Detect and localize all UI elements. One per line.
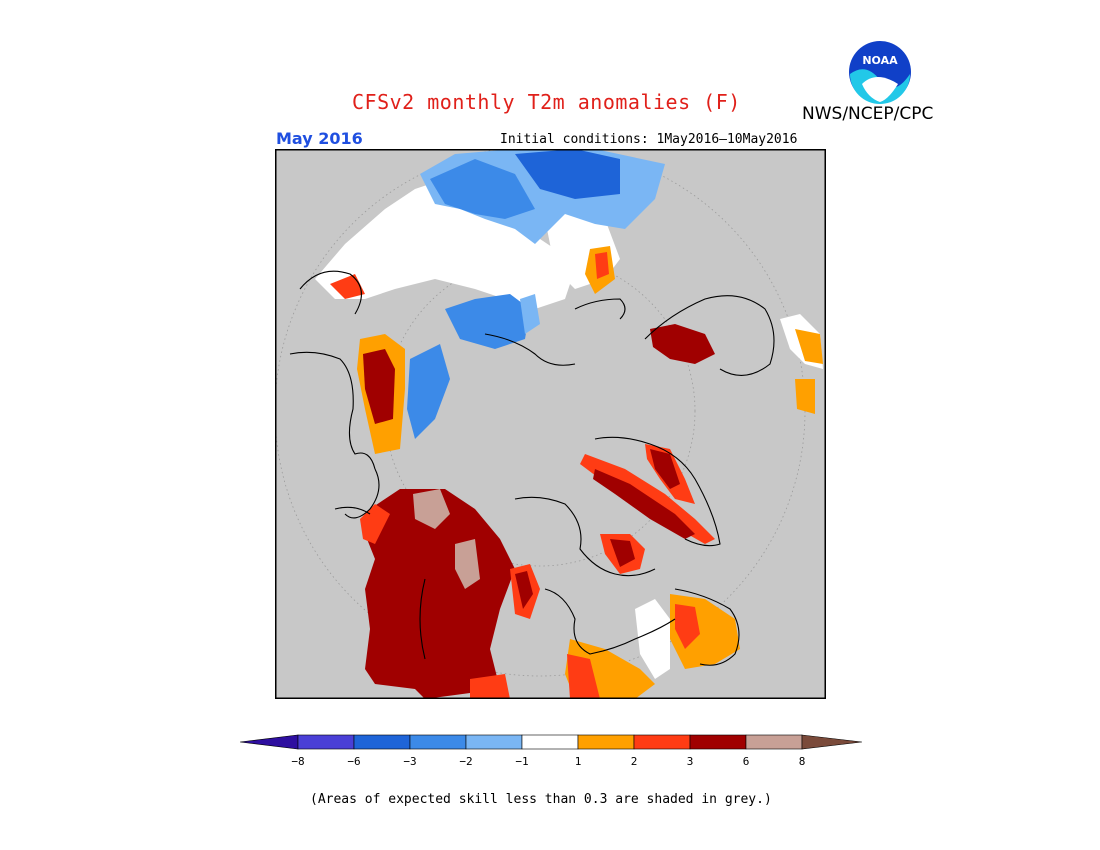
anomaly-region-dark-red xyxy=(363,349,395,424)
colorbar-tick-label: −3 xyxy=(403,755,416,768)
anomaly-region-dark-blue xyxy=(515,149,620,199)
anomaly-region-red xyxy=(470,674,510,699)
anomaly-region-white xyxy=(315,179,575,309)
anomaly-region-mid-blue xyxy=(445,294,530,349)
anomaly-region-dark-red xyxy=(650,324,715,364)
anomaly-region-tan xyxy=(455,539,480,589)
initial-conditions-label: Initial conditions: 1May2016—10May2016 xyxy=(500,132,798,147)
anomaly-map xyxy=(275,149,826,699)
anomaly-region-white xyxy=(635,599,670,679)
colorbar-tick-label: 2 xyxy=(631,755,638,768)
anomaly-region-orange xyxy=(795,329,823,364)
anomaly-region-dark-red xyxy=(610,539,635,567)
noaa-logo: NOAA xyxy=(849,41,911,104)
anomaly-region-red xyxy=(360,504,390,544)
anomaly-region-red xyxy=(595,252,609,279)
colorbar-arrow-left xyxy=(240,734,299,750)
anomaly-region-dark-red xyxy=(593,469,695,539)
colorbar-tick-label: −2 xyxy=(459,755,472,768)
noaa-logo-text: NOAA xyxy=(862,54,898,67)
colorbar-swatch xyxy=(577,734,635,750)
colorbar-tick-label: 8 xyxy=(799,755,806,768)
month-label: May 2016 xyxy=(276,129,363,148)
anomaly-region-mid-blue xyxy=(407,344,450,439)
colorbar-swatch xyxy=(297,734,355,750)
agency-label: NWS/NCEP/CPC xyxy=(802,104,934,124)
anomaly-region-red xyxy=(675,604,700,649)
colorbar-tick-label: −8 xyxy=(291,755,304,768)
colorbar-swatch xyxy=(689,734,747,750)
chart-title: CFSv2 monthly T2m anomalies (F) xyxy=(352,90,741,114)
colorbar-swatch xyxy=(353,734,411,750)
colorbar-swatch xyxy=(745,734,803,750)
colorbar-tick-label: −1 xyxy=(515,755,528,768)
coastlines xyxy=(289,270,775,666)
colorbar-tick-label: 6 xyxy=(743,755,750,768)
anomaly-region-tan xyxy=(413,489,450,529)
anomaly-region-dark-red xyxy=(515,571,533,609)
colorbar-tick-label: 1 xyxy=(575,755,582,768)
map-frame xyxy=(275,149,826,699)
anomaly-region-dark-red xyxy=(650,449,680,489)
color-legend: −8 −6 −3 −2 −1 1 2 3 6 8 xyxy=(240,734,862,768)
anomaly-region-dark-red xyxy=(365,489,515,699)
anomaly-region-red xyxy=(567,654,600,699)
colorbar-swatch xyxy=(521,734,579,750)
colorbar-tick-label: 3 xyxy=(687,755,694,768)
colorbar-swatch xyxy=(633,734,691,750)
anomaly-region-mid-blue xyxy=(430,159,535,219)
colorbar-tick-label: −6 xyxy=(347,755,360,768)
colorbar-swatch xyxy=(465,734,523,750)
colorbar-swatch xyxy=(409,734,467,750)
anomaly-region-orange xyxy=(795,379,815,414)
anomaly-region-light-blue xyxy=(520,294,540,334)
colorbar-arrow-right xyxy=(801,734,862,750)
skill-footnote: (Areas of expected skill less than 0.3 a… xyxy=(310,792,772,807)
